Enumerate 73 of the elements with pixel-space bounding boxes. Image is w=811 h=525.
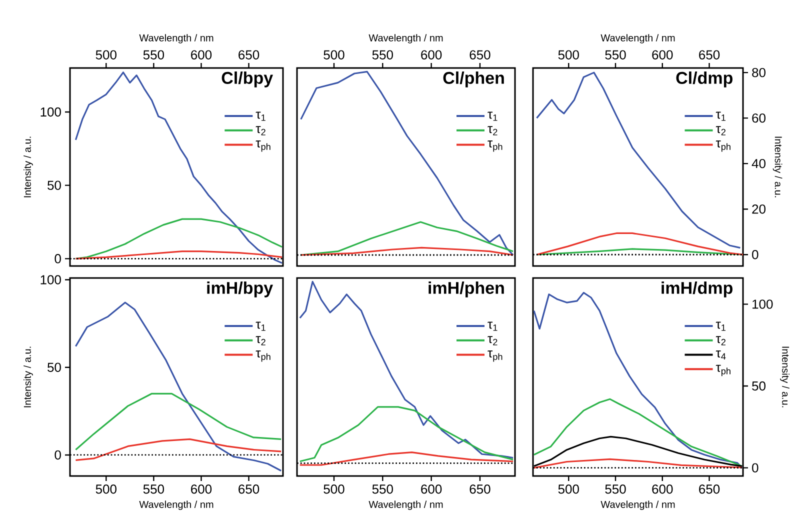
chart-title: Cl/bpy	[222, 71, 273, 88]
x-axis-title: Wavelength / nm	[600, 500, 675, 510]
y-tick-label: 50	[48, 180, 61, 190]
y-tick-label: 0	[752, 250, 758, 260]
legend-label: τ$_{2}$	[716, 336, 726, 346]
x-axis-title: Wavelength / nm	[139, 34, 214, 44]
x-tick-label: 550	[605, 50, 626, 60]
x-tick-label: 550	[605, 484, 626, 494]
x-tick-label: 600	[652, 50, 673, 60]
legend-label: τ$_{ph}$	[716, 364, 730, 376]
chart-title: Cl/phen	[443, 71, 504, 88]
y-axis-title: Intensity / a.u.	[24, 346, 33, 408]
y-tick-label: 100	[40, 107, 61, 117]
x-tick-label: 500	[558, 484, 579, 494]
x-tick-label: 550	[143, 50, 164, 60]
x-tick-label: 550	[143, 484, 164, 494]
y-tick-label: 0	[54, 450, 61, 460]
x-tick-label: 600	[421, 50, 442, 60]
y-tick-label: 80	[752, 68, 766, 78]
legend-label: τ$_{4}$	[716, 350, 726, 360]
x-tick-label: 650	[699, 484, 720, 494]
legend-label: τ$_{1}$	[488, 322, 498, 331]
y-axis-title: Intensity / a.u.	[24, 136, 33, 198]
x-tick-label: 500	[558, 50, 579, 60]
x-tick-label: 650	[470, 50, 490, 60]
x-tick-label: 650	[238, 484, 260, 494]
legend-label: τ$_{ph}$	[716, 140, 730, 152]
x-axis-title: Wavelength / nm	[600, 34, 675, 44]
x-axis-title: Wavelength / nm	[139, 500, 214, 510]
legend-label: τ$_{1}$	[256, 112, 266, 121]
legend-label: τ$_{1}$	[488, 112, 498, 121]
legend-label: τ$_{ph}$	[256, 140, 270, 152]
x-tick-label: 500	[324, 484, 344, 494]
x-axis-title: Wavelength / nm	[368, 500, 443, 510]
legend-label: τ$_{2}$	[488, 126, 498, 136]
x-tick-label: 550	[372, 484, 393, 494]
y-tick-label: 100	[40, 275, 61, 284]
y-tick-label: 60	[752, 113, 766, 123]
chart-title: Cl/dmp	[676, 71, 732, 88]
legend-label: τ$_{1}$	[716, 322, 726, 331]
y-tick-label: 0	[752, 463, 758, 472]
legend-label: τ$_{ph}$	[488, 350, 502, 362]
x-tick-label: 600	[191, 484, 212, 494]
legend-label: τ$_{2}$	[716, 126, 726, 136]
x-axis-title: Wavelength / nm	[368, 34, 443, 44]
y-axis-title: Intensity / a.u.	[780, 346, 790, 408]
x-tick-label: 650	[238, 50, 260, 60]
y-tick-label: 100	[752, 300, 773, 309]
y-tick-label: 50	[48, 362, 61, 372]
legend-label: τ$_{2}$	[488, 336, 498, 346]
legend-label: τ$_{ph}$	[256, 350, 270, 362]
x-tick-label: 600	[652, 484, 673, 494]
x-tick-label: 500	[96, 50, 116, 60]
y-tick-label: 50	[752, 381, 766, 391]
x-tick-label: 650	[470, 484, 490, 494]
y-tick-label: 20	[752, 204, 766, 214]
legend-label: τ$_{2}$	[256, 336, 266, 346]
x-tick-label: 500	[324, 50, 344, 60]
chart-title: imH/phen	[428, 281, 504, 298]
y-tick-label: 0	[54, 254, 61, 264]
chart-title: imH/bpy	[207, 281, 273, 298]
x-tick-label: 500	[96, 484, 116, 494]
legend-label: τ$_{1}$	[716, 112, 726, 121]
chart-title: imH/dmp	[662, 281, 732, 298]
x-tick-label: 550	[372, 50, 393, 60]
x-tick-label: 600	[191, 50, 212, 60]
y-tick-label: 40	[752, 158, 766, 168]
legend-label: τ$_{2}$	[256, 126, 266, 136]
legend-label: τ$_{1}$	[256, 322, 266, 331]
x-tick-label: 650	[699, 50, 720, 60]
legend-label: τ$_{ph}$	[488, 140, 502, 152]
y-axis-title: Intensity / a.u.	[772, 136, 782, 198]
x-tick-label: 600	[421, 484, 442, 494]
